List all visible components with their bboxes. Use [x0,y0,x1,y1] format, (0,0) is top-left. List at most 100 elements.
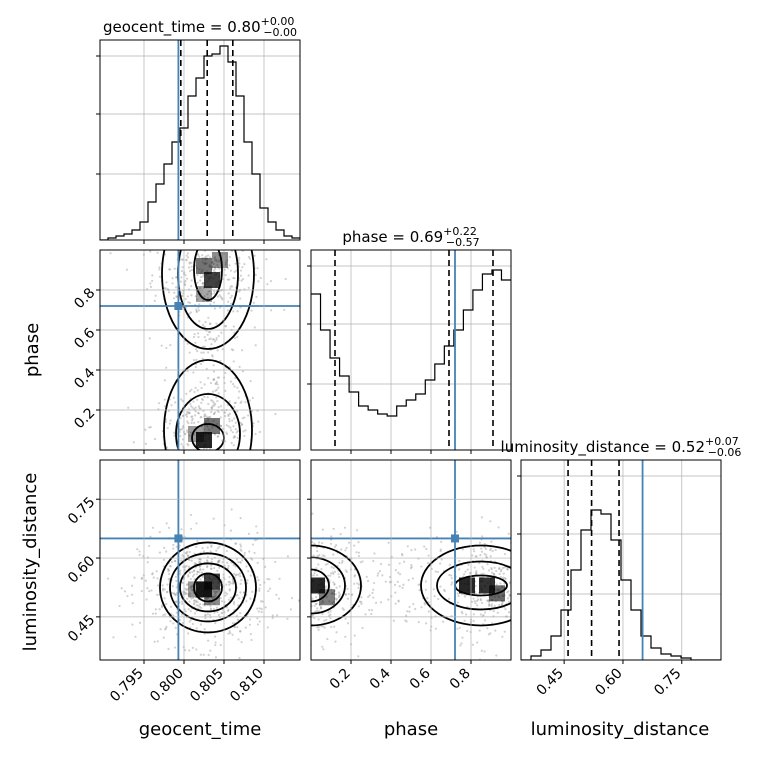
sample-point [153,438,157,441]
sample-point [501,576,505,579]
sample-point [321,612,324,615]
sample-point [278,585,280,587]
sample-point [240,549,243,552]
sample-point [172,614,175,617]
sample-point [484,547,487,550]
sample-point [183,283,187,286]
sample-point [381,574,384,577]
sample-point [167,291,171,294]
sample-point [233,331,236,334]
sample-point [184,306,188,309]
sample-point [188,411,191,414]
density-cell [196,432,212,448]
sample-point [307,544,309,546]
sample-point [226,609,230,612]
sample-point [219,660,221,662]
sample-point [173,267,176,270]
sample-point [257,578,260,582]
sample-point [498,567,501,571]
sample-point [409,567,413,570]
sample-point [305,595,307,597]
sample-point [507,590,510,593]
sample-point [221,611,224,614]
sample-point [256,531,259,534]
sample-point [231,633,234,636]
sample-point [163,398,166,401]
panel-frame [520,459,722,661]
sample-point [353,575,356,578]
sample-point [196,398,199,401]
sample-point [214,641,217,644]
sample-point [518,596,520,598]
sample-point [241,559,244,562]
sample-point [181,451,183,453]
sample-point [152,576,155,579]
sample-point [136,548,139,551]
sample-point [507,532,510,535]
sample-point [181,581,185,585]
sample-point [482,613,485,617]
sample-point [148,589,151,593]
sample-point [213,611,216,614]
sample-point [418,589,421,592]
x-axis-label: phase [384,719,438,740]
sample-point [190,405,193,408]
sample-point [258,589,261,592]
sample-point [228,630,231,633]
sample-point [217,334,220,338]
sample-point [209,468,211,470]
sample-point [311,512,314,515]
sample-point [450,574,453,577]
sample-point [458,568,461,571]
sample-point [203,627,206,631]
sample-point [239,630,242,633]
sample-point [479,613,482,616]
sample-point [302,605,304,607]
sample-point [357,655,360,658]
sample-point [158,266,161,269]
sample-point [144,579,147,582]
sample-point [278,577,281,580]
sample-point [224,440,227,443]
sample-point [190,421,193,425]
sample-point [306,606,308,608]
sample-point [202,550,205,553]
sample-point [239,591,242,594]
sample-point [261,600,264,603]
sample-point [223,601,226,604]
sample-point [240,400,243,403]
sample-point [202,409,205,413]
sample-point [158,608,161,611]
sample-point [165,591,169,594]
sample-point [157,584,160,587]
sample-point [216,400,219,403]
sample-point [494,548,497,552]
sample-point [212,377,215,381]
sample-point [443,589,446,593]
sample-point [474,572,477,575]
sample-point [478,562,481,565]
sample-point [296,598,298,600]
sample-point [480,516,484,519]
sample-point [188,269,192,273]
sample-point [229,582,232,585]
sample-point [232,581,235,585]
sample-point [215,260,218,263]
sample-point [516,591,518,593]
sample-point [332,581,335,584]
sample-point [209,322,212,325]
sample-point [455,530,458,533]
sample-point [212,269,215,272]
sample-point [266,549,268,551]
sample-point [158,531,161,534]
sample-point [490,622,494,625]
sample-point [321,541,324,545]
sample-point [199,275,203,279]
sample-point [199,407,202,410]
sample-point [174,626,177,629]
sample-point [164,420,168,423]
panel-grid [100,460,300,660]
sample-point [232,600,236,604]
sample-point [341,607,344,610]
x-axis-label: geocent_time [139,719,262,740]
